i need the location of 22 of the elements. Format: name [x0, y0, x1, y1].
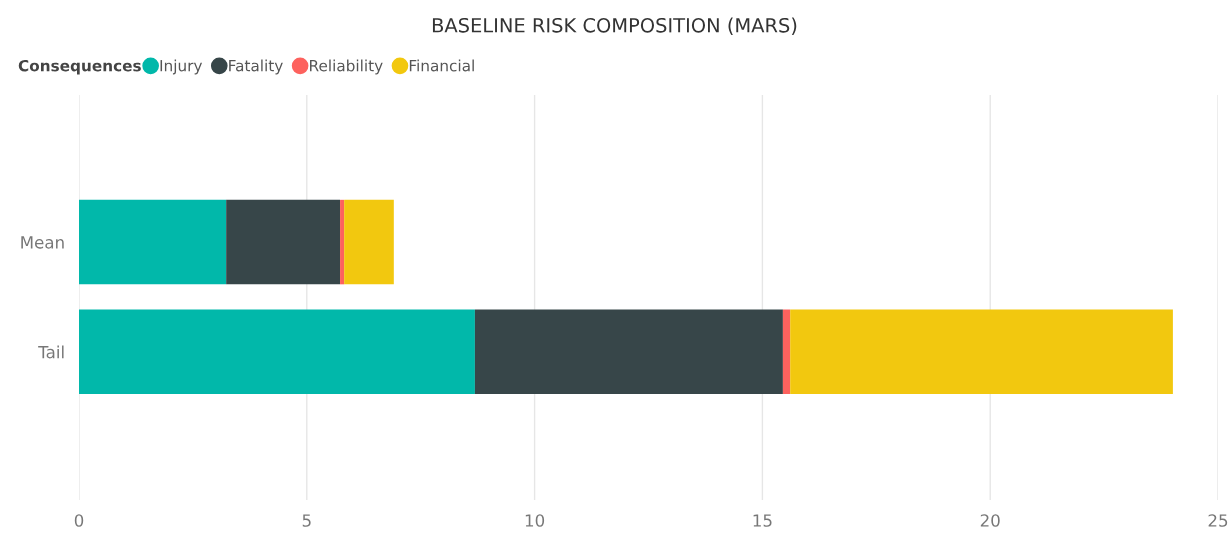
bar — [79, 309, 475, 395]
legend-label: Injury — [160, 59, 203, 75]
x-tick-label: 0 — [74, 514, 84, 527]
legend-title: Consequences — [18, 59, 141, 75]
x-tick-label: 10 — [525, 514, 545, 527]
y-tick-label: Tail — [38, 345, 64, 359]
bar — [782, 309, 791, 395]
legend-label: Fatality — [229, 59, 283, 75]
bar — [226, 199, 341, 285]
bar — [474, 309, 783, 395]
x-tick-label: 15 — [753, 514, 772, 527]
bar — [344, 199, 394, 285]
bar — [340, 199, 345, 285]
legend-label: Financial — [409, 59, 474, 72]
y-tick-label: Mean — [21, 236, 64, 249]
legend-label: Reliability — [310, 59, 383, 75]
bar — [79, 199, 227, 285]
x-tick-label: 25 — [1208, 514, 1228, 527]
chart-title: BASELINE RISK COMPOSITION (MARS) — [432, 17, 797, 35]
x-tick-label: 5 — [302, 514, 311, 527]
x-tick-label: 20 — [980, 514, 1000, 527]
bar — [790, 309, 1173, 395]
